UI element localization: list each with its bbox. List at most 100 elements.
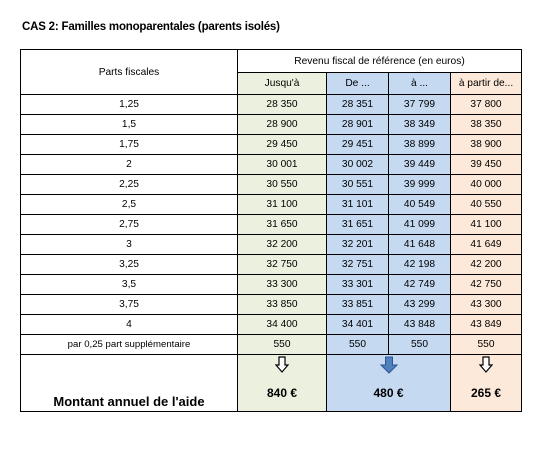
arrow-row-blank [20,354,238,375]
table-row: 2,5 31 100 31 101 40 549 40 550 [20,194,522,215]
table-row: 2,75 31 650 31 651 41 099 41 100 [20,214,522,235]
jusqua-cell: 28 350 [237,94,327,115]
peach-arrow-cell [450,354,522,375]
revenu-header: Revenu fiscal de référence (en euros) [237,49,522,73]
jusqua-cell: 32 200 [237,234,327,255]
parts-fiscales-header: Parts fiscales [20,49,238,95]
header-row-top: Parts fiscales Revenu fiscal de référenc… [20,49,522,95]
data-rows: 1,25 28 350 28 351 37 799 37 800 1,5 28 900 28 … [20,94,522,335]
parts-cell: 2,25 [20,174,238,195]
blue-arrow-cell [326,354,451,375]
increment-row: par 0,25 part supplémentaire 550 550 550… [20,334,522,355]
apartir-cell: 38 350 [450,114,522,135]
de-cell: 31 101 [326,194,389,215]
total-blue: 480 € [326,374,451,412]
down-arrow-outline-icon [275,356,289,374]
apartir-cell: 38 900 [450,134,522,155]
increment-de: 550 [326,334,389,355]
de-cell: 34 401 [326,314,389,335]
green-arrow-cell [237,354,327,375]
table-row: 3,5 33 300 33 301 42 749 42 750 [20,274,522,295]
parts-cell: 3,5 [20,274,238,295]
a-cell: 37 799 [388,94,451,115]
parts-cell: 3,75 [20,294,238,315]
down-arrow-outline-icon [479,356,493,374]
total-peach: 265 € [450,374,522,412]
parts-cell: 1,75 [20,134,238,155]
table-row: 2 30 001 30 002 39 449 39 450 [20,154,522,175]
parts-cell: 1,25 [20,94,238,115]
total-green: 840 € [237,374,327,412]
a-cell: 43 299 [388,294,451,315]
de-cell: 32 201 [326,234,389,255]
parts-cell: 2,5 [20,194,238,215]
increment-jusqua: 550 [237,334,327,355]
col-apartir-header: à partir de... [450,72,522,95]
a-cell: 38 349 [388,114,451,135]
table-row: 1,75 29 450 29 451 38 899 38 900 [20,134,522,155]
arrow-row [20,354,522,375]
table-row: 1,25 28 350 28 351 37 799 37 800 [20,94,522,115]
col-a-header: à ... [388,72,451,95]
de-cell: 33 851 [326,294,389,315]
increment-a: 550 [388,334,451,355]
parts-cell: 2,75 [20,214,238,235]
jusqua-cell: 33 300 [237,274,327,295]
table-row: 3,25 32 750 32 751 42 198 42 200 [20,254,522,275]
apartir-cell: 42 750 [450,274,522,295]
a-cell: 39 449 [388,154,451,175]
parts-cell: 1,5 [20,114,238,135]
table-row: 3 32 200 32 201 41 648 41 649 [20,234,522,255]
a-cell: 38 899 [388,134,451,155]
table-row: 1,5 28 900 28 901 38 349 38 350 [20,114,522,135]
increment-label: par 0,25 part supplémentaire [20,334,238,355]
de-cell: 28 351 [326,94,389,115]
page-title: CAS 2: Familles monoparentales (parents … [22,21,280,33]
apartir-cell: 41 649 [450,234,522,255]
jusqua-cell: 28 900 [237,114,327,135]
a-cell: 39 999 [388,174,451,195]
jusqua-cell: 29 450 [237,134,327,155]
table-row: 2,25 30 550 30 551 39 999 40 000 [20,174,522,195]
a-cell: 41 099 [388,214,451,235]
parts-cell: 2 [20,154,238,175]
de-cell: 28 901 [326,114,389,135]
totals-row: Montant annuel de l'aide 840 € 480 € 265… [20,374,522,412]
table-row: 3,75 33 850 33 851 43 299 43 300 [20,294,522,315]
parts-cell: 4 [20,314,238,335]
parts-cell: 3,25 [20,254,238,275]
jusqua-cell: 30 550 [237,174,327,195]
jusqua-cell: 34 400 [237,314,327,335]
down-arrow-solid-icon [379,356,398,374]
apartir-cell: 40 000 [450,174,522,195]
a-cell: 42 749 [388,274,451,295]
a-cell: 41 648 [388,234,451,255]
increment-apartir: 550 [450,334,522,355]
jusqua-cell: 31 100 [237,194,327,215]
totals-label: Montant annuel de l'aide [20,374,238,412]
jusqua-cell: 32 750 [237,254,327,275]
de-cell: 30 002 [326,154,389,175]
de-cell: 32 751 [326,254,389,275]
col-jusqua-header: Jusqu'à [237,72,327,95]
de-cell: 30 551 [326,174,389,195]
de-cell: 31 651 [326,214,389,235]
a-cell: 42 198 [388,254,451,275]
jusqua-cell: 33 850 [237,294,327,315]
de-cell: 33 301 [326,274,389,295]
apartir-cell: 42 200 [450,254,522,275]
parts-cell: 3 [20,234,238,255]
jusqua-cell: 30 001 [237,154,327,175]
apartir-cell: 37 800 [450,94,522,115]
col-de-header: De ... [326,72,389,95]
apartir-cell: 43 849 [450,314,522,335]
apartir-cell: 43 300 [450,294,522,315]
a-cell: 43 848 [388,314,451,335]
jusqua-cell: 31 650 [237,214,327,235]
apartir-cell: 41 100 [450,214,522,235]
apartir-cell: 39 450 [450,154,522,175]
aid-table: Parts fiscales Revenu fiscal de référenc… [20,49,522,412]
a-cell: 40 549 [388,194,451,215]
apartir-cell: 40 550 [450,194,522,215]
de-cell: 29 451 [326,134,389,155]
